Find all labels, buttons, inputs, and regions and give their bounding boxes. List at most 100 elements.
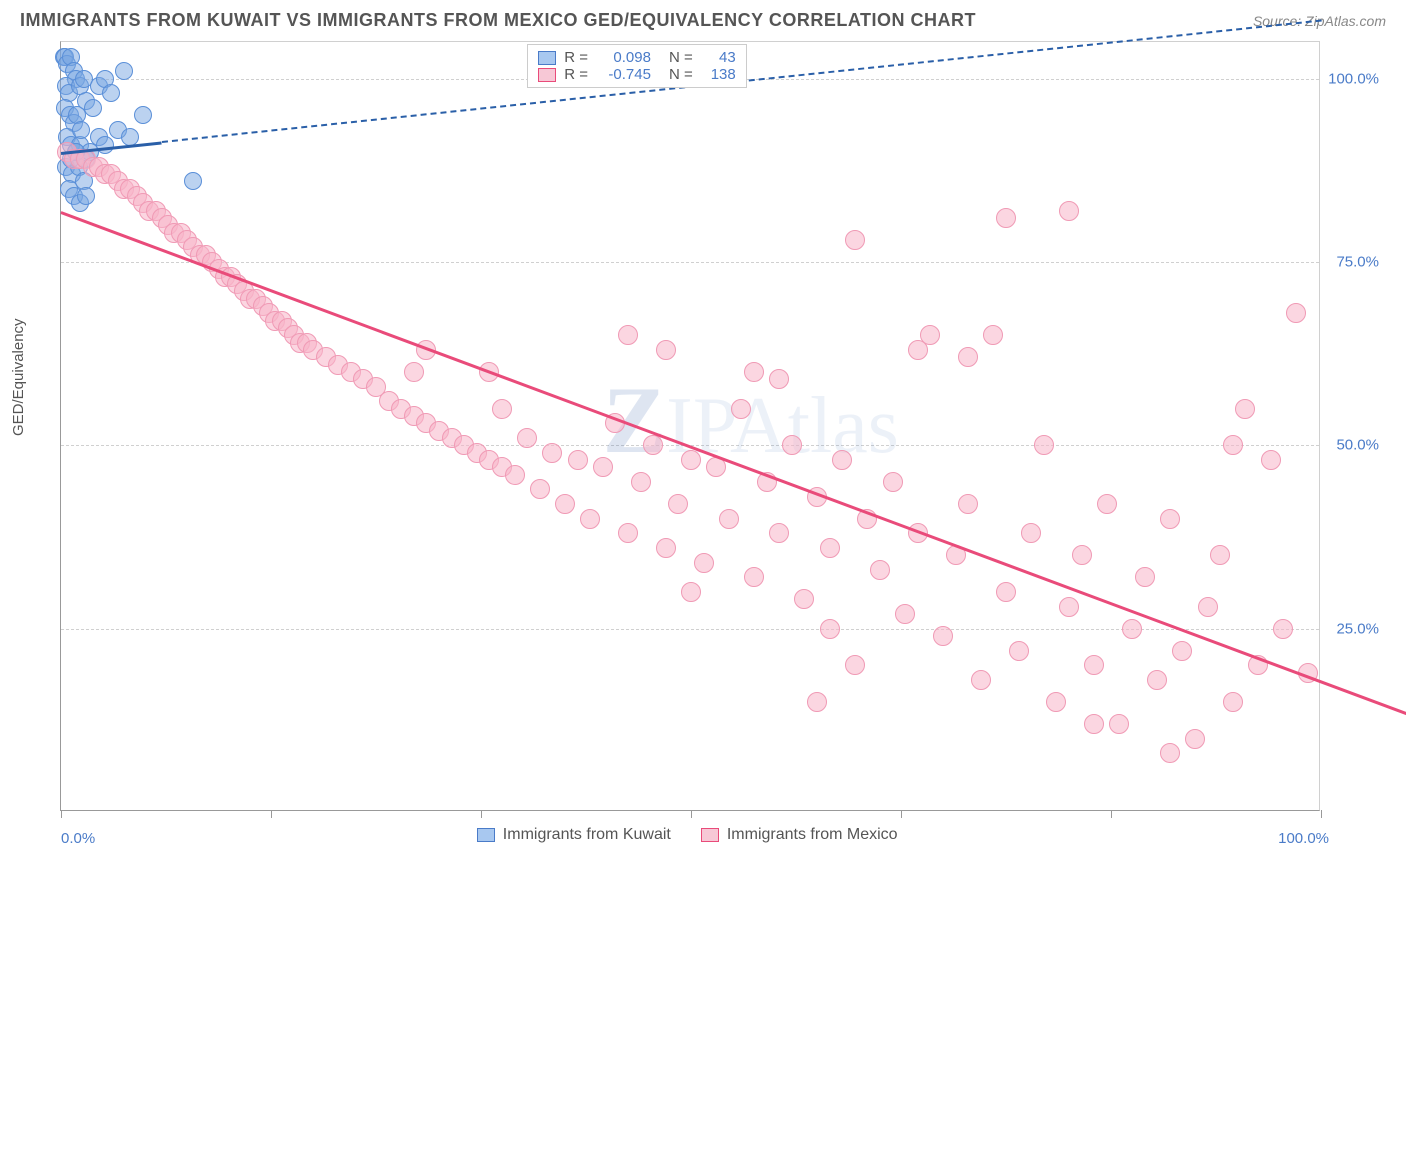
xtick [1321,810,1322,818]
data-point-mexico [618,523,638,543]
data-point-mexico [1223,692,1243,712]
data-point-mexico [1135,567,1155,587]
data-point-mexico [1286,303,1306,323]
data-point-mexico [1034,435,1054,455]
data-point-mexico [1009,641,1029,661]
legend-label: Immigrants from Mexico [727,826,898,844]
data-point-mexico [1160,509,1180,529]
xtick [61,810,62,818]
xtick [1111,810,1112,818]
data-point-mexico [656,340,676,360]
data-point-mexico [593,457,613,477]
data-point-kuwait [115,62,133,80]
data-point-mexico [1109,714,1129,734]
data-point-mexico [542,443,562,463]
n-label: N = [669,66,693,83]
data-point-kuwait [77,187,95,205]
ytick-label: 75.0% [1336,254,1379,271]
data-point-mexico [807,692,827,712]
xtick [271,810,272,818]
data-point-mexico [958,494,978,514]
data-point-mexico [820,538,840,558]
data-point-mexico [870,560,890,580]
data-point-mexico [769,523,789,543]
data-point-mexico [580,509,600,529]
watermark: ZIPAtlas [603,365,899,475]
data-point-mexico [769,369,789,389]
ytick-label: 50.0% [1336,437,1379,454]
r-value: -0.745 [596,66,651,83]
legend-swatch [538,51,556,65]
data-point-mexico [971,670,991,690]
data-point-mexico [643,435,663,455]
data-point-mexico [568,450,588,470]
r-label: R = [564,49,588,66]
data-point-kuwait [184,172,202,190]
data-point-mexico [1059,597,1079,617]
xtick [481,810,482,818]
data-point-mexico [530,479,550,499]
data-point-mexico [731,399,751,419]
data-point-mexico [1147,670,1167,690]
xtick [691,810,692,818]
data-point-kuwait [84,99,102,117]
data-point-mexico [1223,435,1243,455]
data-point-mexico [517,428,537,448]
r-value: 0.098 [596,49,651,66]
data-point-mexico [1097,494,1117,514]
data-point-mexico [996,582,1016,602]
data-point-mexico [744,567,764,587]
data-point-mexico [694,553,714,573]
legend-swatch [538,68,556,82]
r-label: R = [564,66,588,83]
data-point-mexico [996,208,1016,228]
data-point-mexico [1273,619,1293,639]
n-value: 138 [701,66,736,83]
data-point-kuwait [96,136,114,154]
data-point-mexico [1046,692,1066,712]
trend-line-mexico [61,211,1406,1152]
legend-label: Immigrants from Kuwait [503,826,671,844]
data-point-kuwait [72,121,90,139]
data-point-mexico [1160,743,1180,763]
legend-item: Immigrants from Mexico [701,826,898,844]
correlation-legend: R =0.098N =43R =-0.745N =138 [527,44,747,88]
ytick-label: 25.0% [1336,620,1379,637]
data-point-mexico [1059,201,1079,221]
data-point-mexico [883,472,903,492]
data-point-mexico [555,494,575,514]
xtick [901,810,902,818]
data-point-mexico [719,509,739,529]
data-point-mexico [618,325,638,345]
data-point-mexico [845,230,865,250]
data-point-kuwait [134,106,152,124]
data-point-mexico [933,626,953,646]
legend-swatch [701,828,719,842]
data-point-mexico [845,655,865,675]
data-point-kuwait [102,84,120,102]
legend-swatch [477,828,495,842]
ytick-label: 100.0% [1328,70,1379,87]
data-point-mexico [1261,450,1281,470]
xaxis-max-label: 100.0% [1278,830,1329,847]
data-point-mexico [1072,545,1092,565]
legend-row: R = -0.745 N = 138 [538,66,736,83]
data-point-mexico [1185,729,1205,749]
series-legend: Immigrants from Kuwait Immigrants from Me… [477,826,898,844]
data-point-mexico [1084,714,1104,734]
data-point-mexico [631,472,651,492]
gridline [61,262,1319,263]
data-point-mexico [1235,399,1255,419]
data-point-mexico [404,362,424,382]
data-point-mexico [1122,619,1142,639]
data-point-mexico [681,582,701,602]
data-point-mexico [668,494,688,514]
data-point-mexico [1198,597,1218,617]
data-point-mexico [820,619,840,639]
xaxis-min-label: 0.0% [61,830,95,847]
data-point-mexico [983,325,1003,345]
data-point-mexico [744,362,764,382]
legend-item: Immigrants from Kuwait [477,826,671,844]
data-point-mexico [505,465,525,485]
y-axis-label: GED/Equivalency [10,318,27,436]
